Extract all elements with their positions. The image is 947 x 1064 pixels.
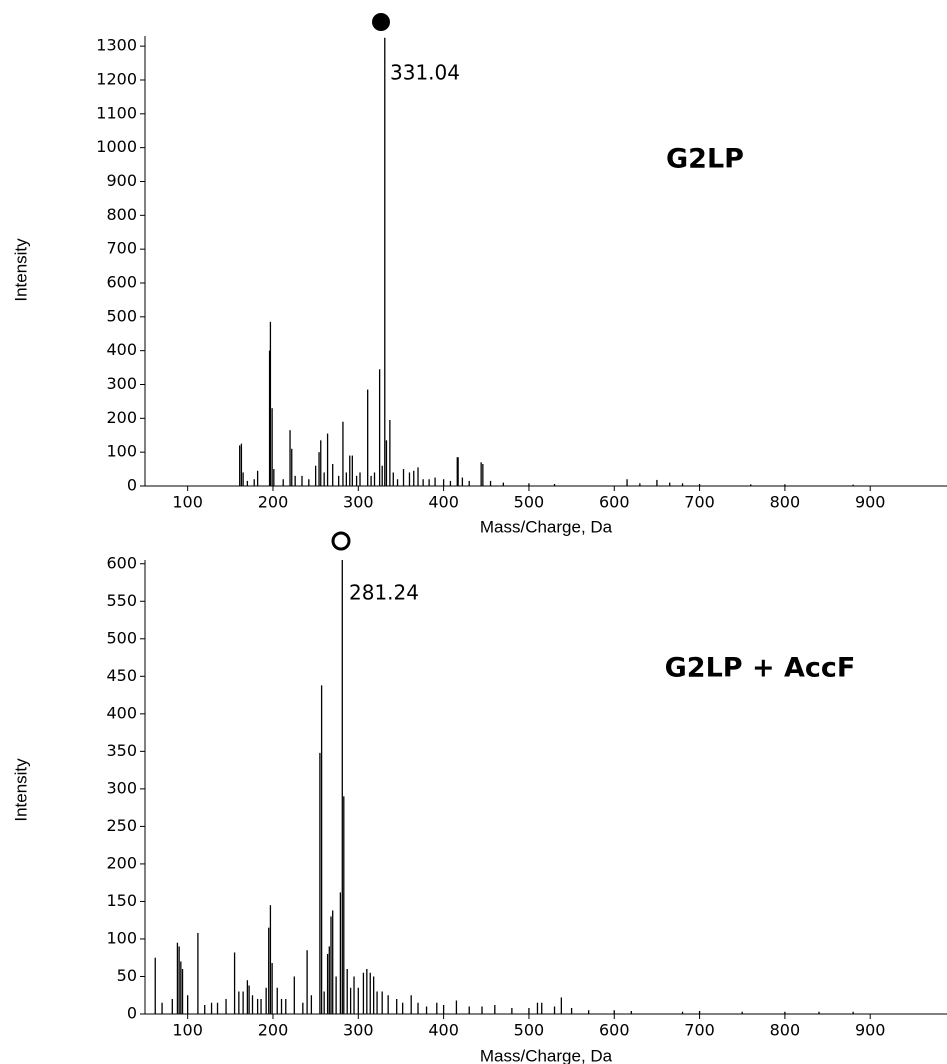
x-tick-label: 700 (684, 493, 715, 512)
x-tick-label: 800 (770, 493, 801, 512)
y-tick-label: 900 (106, 171, 137, 190)
y-tick-label: 350 (106, 741, 137, 760)
y-tick-label: 1200 (96, 69, 137, 88)
y-tick-label: 200 (106, 853, 137, 872)
x-axis-label: Mass/Charge, Da (480, 1046, 613, 1064)
y-tick-label: 600 (106, 553, 137, 572)
y-tick-label: 1100 (96, 103, 137, 122)
y-tick-label: 100 (106, 928, 137, 947)
y-tick-label: 150 (106, 891, 137, 910)
y-tick-label: 550 (106, 591, 137, 610)
y-tick-label: 450 (106, 666, 137, 685)
x-tick-label: 100 (172, 493, 203, 512)
y-tick-label: 400 (106, 340, 137, 359)
y-axis-label: Intensity (11, 758, 30, 822)
x-tick-label: 200 (258, 1021, 289, 1040)
x-tick-label: 900 (855, 1021, 886, 1040)
x-tick-label: 400 (428, 493, 459, 512)
y-tick-label: 300 (106, 778, 137, 797)
y-tick-label: 700 (106, 239, 137, 258)
x-axis-label: Mass/Charge, Da (480, 517, 613, 536)
y-tick-label: 250 (106, 816, 137, 835)
y-tick-label: 500 (106, 306, 137, 325)
x-tick-label: 500 (514, 493, 545, 512)
x-tick-label: 600 (599, 493, 630, 512)
y-tick-label: 200 (106, 408, 137, 427)
x-tick-label: 300 (343, 1021, 374, 1040)
y-tick-label: 1000 (96, 137, 137, 156)
x-tick-label: 700 (684, 1021, 715, 1040)
y-tick-label: 0 (127, 1004, 137, 1023)
y-tick-label: 800 (106, 205, 137, 224)
sample-title: G2LP (666, 144, 744, 175)
x-tick-label: 100 (172, 1021, 203, 1040)
y-axis-label: Intensity (11, 238, 30, 302)
x-tick-label: 300 (343, 493, 374, 512)
y-tick-label: 100 (106, 442, 137, 461)
y-tick-label: 1300 (96, 36, 137, 55)
sample-title: G2LP + AccF (665, 653, 856, 684)
y-tick-label: 0 (127, 476, 137, 495)
x-tick-label: 900 (855, 493, 886, 512)
x-tick-label: 600 (599, 1021, 630, 1040)
y-tick-label: 400 (106, 703, 137, 722)
y-tick-label: 500 (106, 628, 137, 647)
x-tick-label: 400 (428, 1021, 459, 1040)
peak-marker (331, 531, 351, 551)
y-tick-label: 600 (106, 272, 137, 291)
y-tick-label: 50 (117, 966, 137, 985)
x-tick-label: 800 (770, 1021, 801, 1040)
x-tick-label: 200 (258, 493, 289, 512)
peak-marker (372, 13, 390, 31)
peak-label: 281.24 (349, 581, 419, 605)
peak-label: 331.04 (390, 61, 460, 85)
x-tick-label: 500 (514, 1021, 545, 1040)
y-tick-label: 300 (106, 374, 137, 393)
